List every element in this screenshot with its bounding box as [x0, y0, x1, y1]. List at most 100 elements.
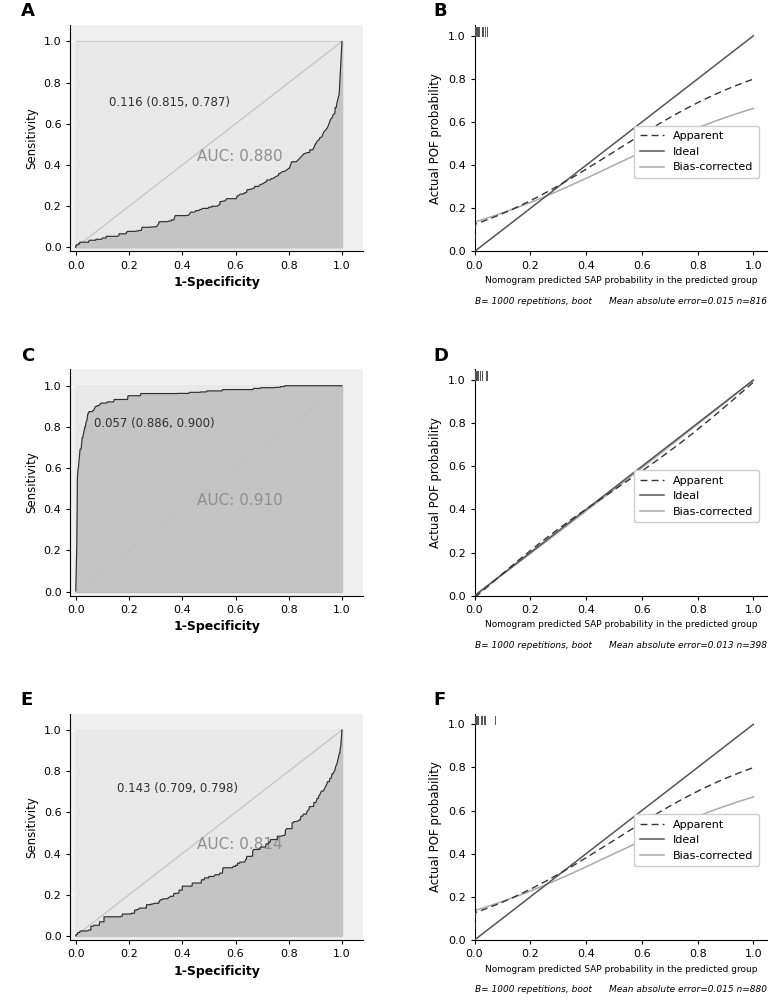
- Ideal: [635, 462, 644, 474]
- Bias-corrected: [640, 145, 650, 157]
- Ideal: [749, 374, 758, 386]
- Ideal: [640, 113, 650, 125]
- Ideal: [640, 802, 650, 814]
- Apparent: [723, 399, 732, 411]
- Bias-corrected: [636, 147, 645, 159]
- Ideal: [640, 458, 650, 470]
- Text: 0.057 (0.886, 0.900): 0.057 (0.886, 0.900): [94, 417, 215, 430]
- Apparent: [749, 73, 758, 85]
- Ideal: [636, 806, 645, 818]
- Apparent: [470, 590, 479, 602]
- Bias-corrected: [635, 464, 644, 476]
- Bias-corrected: [636, 835, 645, 847]
- FancyBboxPatch shape: [76, 41, 342, 247]
- Apparent: [723, 772, 732, 784]
- Apparent: [635, 467, 644, 479]
- Apparent: [705, 779, 714, 791]
- FancyBboxPatch shape: [76, 386, 342, 592]
- Line: Ideal: Ideal: [474, 380, 753, 596]
- X-axis label: 1-Specificity: 1-Specificity: [173, 620, 260, 633]
- Bias-corrected: [636, 463, 645, 475]
- Bias-corrected: [723, 111, 732, 123]
- Ideal: [636, 461, 645, 473]
- Line: Apparent: Apparent: [474, 382, 753, 596]
- Text: 0.143 (0.709, 0.798): 0.143 (0.709, 0.798): [117, 782, 237, 795]
- Bias-corrected: [723, 799, 732, 811]
- Apparent: [635, 130, 644, 142]
- Apparent: [470, 934, 479, 946]
- Apparent: [471, 590, 480, 602]
- Y-axis label: Actual POF probability: Actual POF probability: [429, 761, 442, 892]
- Bias-corrected: [471, 216, 480, 228]
- Text: AUC: 0.910: AUC: 0.910: [197, 493, 283, 508]
- Ideal: [470, 934, 479, 946]
- Line: Bias-corrected: Bias-corrected: [474, 380, 753, 596]
- X-axis label: 1-Specificity: 1-Specificity: [173, 965, 260, 978]
- Apparent: [636, 129, 645, 141]
- Ideal: [749, 30, 758, 42]
- Bias-corrected: [470, 590, 479, 602]
- Text: AUC: 0.880: AUC: 0.880: [197, 149, 283, 164]
- Bias-corrected: [749, 102, 758, 114]
- Text: B: B: [434, 2, 447, 20]
- Apparent: [705, 414, 714, 426]
- Line: Bias-corrected: Bias-corrected: [474, 797, 753, 940]
- Line: Ideal: Ideal: [474, 724, 753, 940]
- Ideal: [471, 933, 480, 945]
- X-axis label: Nomogram predicted SAP probability in the predicted group: Nomogram predicted SAP probability in th…: [485, 965, 757, 974]
- Ideal: [723, 394, 732, 406]
- Text: A: A: [20, 2, 34, 20]
- Legend: Apparent, Ideal, Bias-corrected: Apparent, Ideal, Bias-corrected: [634, 814, 759, 866]
- Text: Mean absolute error=0.013 n=398: Mean absolute error=0.013 n=398: [609, 641, 767, 650]
- X-axis label: 1-Specificity: 1-Specificity: [173, 276, 260, 289]
- Ideal: [723, 50, 732, 62]
- Text: B= 1000 repetitions, boot: B= 1000 repetitions, boot: [474, 985, 591, 994]
- Apparent: [705, 91, 714, 103]
- Apparent: [636, 466, 645, 478]
- X-axis label: Nomogram predicted SAP probability in the predicted group: Nomogram predicted SAP probability in th…: [485, 276, 757, 285]
- Text: 0.116 (0.815, 0.787): 0.116 (0.815, 0.787): [110, 96, 230, 109]
- Ideal: [723, 738, 732, 750]
- Legend: Apparent, Ideal, Bias-corrected: Apparent, Ideal, Bias-corrected: [634, 470, 759, 522]
- Bias-corrected: [705, 409, 714, 421]
- Line: Ideal: Ideal: [474, 36, 753, 251]
- Apparent: [640, 126, 650, 138]
- Text: B= 1000 repetitions, boot: B= 1000 repetitions, boot: [474, 641, 591, 650]
- Bias-corrected: [723, 395, 732, 407]
- Bias-corrected: [470, 934, 479, 946]
- Bias-corrected: [635, 836, 644, 848]
- Apparent: [470, 245, 479, 257]
- Apparent: [640, 463, 650, 475]
- Apparent: [749, 376, 758, 388]
- Bias-corrected: [470, 245, 479, 257]
- Ideal: [470, 245, 479, 257]
- Line: Apparent: Apparent: [474, 79, 753, 251]
- Bias-corrected: [705, 806, 714, 818]
- Text: E: E: [20, 691, 33, 709]
- Bias-corrected: [635, 147, 644, 159]
- Text: F: F: [434, 691, 446, 709]
- Line: Bias-corrected: Bias-corrected: [474, 108, 753, 251]
- Bias-corrected: [471, 904, 480, 916]
- Bias-corrected: [640, 459, 650, 471]
- Line: Apparent: Apparent: [474, 768, 753, 940]
- Apparent: [749, 762, 758, 774]
- Ideal: [749, 718, 758, 730]
- Apparent: [471, 907, 480, 919]
- Legend: Apparent, Ideal, Bias-corrected: Apparent, Ideal, Bias-corrected: [634, 126, 759, 178]
- Y-axis label: Sensitivity: Sensitivity: [25, 796, 38, 858]
- Apparent: [723, 83, 732, 95]
- Text: C: C: [20, 347, 34, 365]
- X-axis label: Nomogram predicted SAP probability in the predicted group: Nomogram predicted SAP probability in th…: [485, 620, 757, 629]
- Y-axis label: Sensitivity: Sensitivity: [25, 107, 38, 169]
- Ideal: [635, 806, 644, 818]
- Apparent: [636, 818, 645, 830]
- Apparent: [640, 815, 650, 827]
- Bias-corrected: [640, 833, 650, 845]
- Y-axis label: Actual POF probability: Actual POF probability: [429, 73, 442, 204]
- Ideal: [705, 752, 714, 764]
- Bias-corrected: [705, 117, 714, 129]
- FancyBboxPatch shape: [76, 730, 342, 936]
- Y-axis label: Sensitivity: Sensitivity: [25, 452, 38, 513]
- Ideal: [471, 589, 480, 601]
